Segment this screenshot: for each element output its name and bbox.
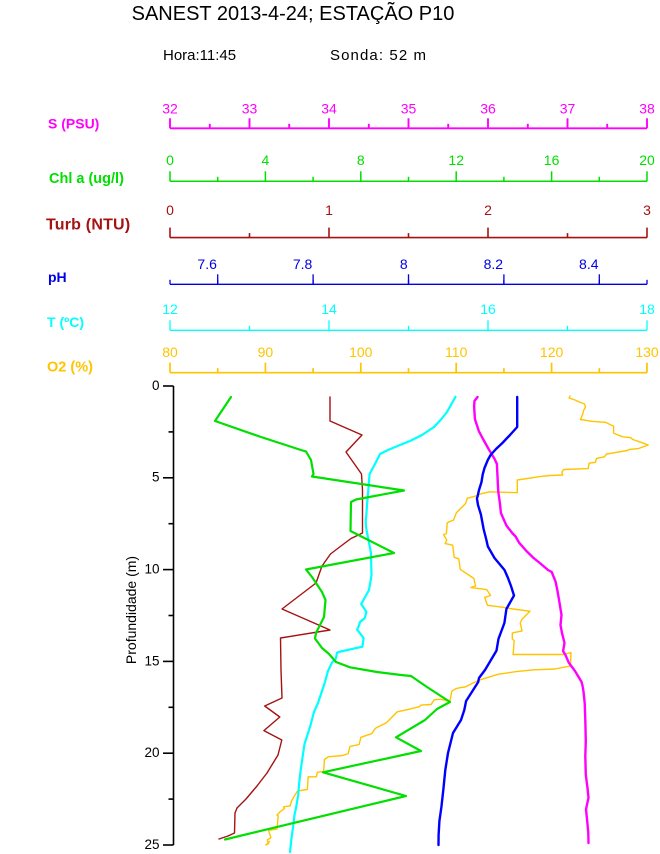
svg-text:34: 34 (321, 101, 337, 117)
svg-text:3: 3 (643, 202, 651, 218)
svg-text:32: 32 (162, 101, 178, 117)
svg-text:8: 8 (400, 256, 408, 272)
svg-text:S (PSU): S (PSU) (48, 115, 99, 131)
svg-text:12: 12 (448, 152, 464, 168)
svg-text:2: 2 (484, 202, 492, 218)
svg-text:0: 0 (166, 152, 174, 168)
svg-text:SANEST 2013-4-24; ESTAÇÃO P10: SANEST 2013-4-24; ESTAÇÃO P10 (132, 1, 455, 25)
svg-text:8.4: 8.4 (579, 256, 599, 272)
svg-text:38: 38 (639, 101, 655, 117)
svg-text:Sonda: 52 m: Sonda: 52 m (330, 47, 427, 64)
svg-text:4: 4 (262, 152, 270, 168)
svg-text:20: 20 (639, 152, 655, 168)
svg-text:25: 25 (144, 837, 159, 852)
svg-text:18: 18 (639, 301, 655, 317)
svg-text:5: 5 (152, 470, 160, 485)
svg-text:O2 (%): O2 (%) (47, 360, 93, 376)
svg-text:35: 35 (401, 101, 417, 117)
svg-text:0: 0 (166, 202, 174, 218)
svg-text:T (ºC): T (ºC) (47, 314, 84, 330)
svg-text:110: 110 (445, 344, 468, 360)
svg-text:16: 16 (544, 152, 560, 168)
svg-text:Hora:11:45: Hora:11:45 (163, 47, 236, 64)
svg-text:15: 15 (144, 653, 159, 668)
svg-text:37: 37 (560, 101, 576, 117)
svg-text:14: 14 (321, 301, 337, 317)
svg-text:12: 12 (162, 301, 178, 317)
svg-text:7.6: 7.6 (197, 256, 217, 272)
svg-text:130: 130 (635, 344, 659, 360)
svg-text:7.8: 7.8 (293, 256, 313, 272)
svg-text:16: 16 (480, 301, 496, 317)
svg-text:pH: pH (48, 269, 67, 285)
svg-text:Turb (NTU): Turb (NTU) (46, 216, 130, 233)
svg-text:8.2: 8.2 (484, 256, 504, 272)
svg-text:0: 0 (152, 378, 160, 393)
svg-text:90: 90 (258, 344, 274, 360)
svg-text:10: 10 (144, 562, 159, 577)
svg-text:80: 80 (162, 344, 178, 360)
svg-text:33: 33 (242, 101, 258, 117)
svg-text:120: 120 (540, 344, 564, 360)
svg-text:100: 100 (349, 344, 373, 360)
svg-text:36: 36 (480, 101, 496, 117)
svg-text:1: 1 (325, 202, 333, 218)
svg-text:8: 8 (357, 152, 365, 168)
svg-text:Chl a (ug/l): Chl a (ug/l) (49, 171, 124, 187)
svg-text:Profundidade (m): Profundidade (m) (123, 556, 139, 664)
svg-text:20: 20 (144, 745, 159, 760)
